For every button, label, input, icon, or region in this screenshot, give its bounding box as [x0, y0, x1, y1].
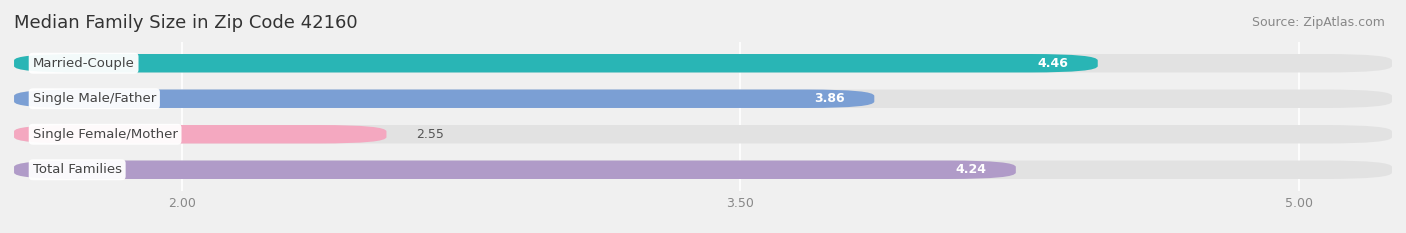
FancyBboxPatch shape: [14, 125, 1392, 144]
FancyBboxPatch shape: [14, 125, 387, 144]
FancyBboxPatch shape: [14, 54, 1098, 72]
Text: Single Male/Father: Single Male/Father: [32, 92, 156, 105]
Text: 2.55: 2.55: [416, 128, 444, 141]
Text: 4.24: 4.24: [955, 163, 986, 176]
Text: Source: ZipAtlas.com: Source: ZipAtlas.com: [1251, 16, 1385, 29]
FancyBboxPatch shape: [14, 161, 1015, 179]
FancyBboxPatch shape: [14, 161, 1392, 179]
Text: 4.46: 4.46: [1038, 57, 1069, 70]
Text: Married-Couple: Married-Couple: [32, 57, 135, 70]
Text: Single Female/Mother: Single Female/Mother: [32, 128, 177, 141]
Text: 3.86: 3.86: [814, 92, 845, 105]
FancyBboxPatch shape: [14, 89, 875, 108]
FancyBboxPatch shape: [14, 89, 1392, 108]
Text: Total Families: Total Families: [32, 163, 122, 176]
FancyBboxPatch shape: [14, 54, 1392, 72]
Text: Median Family Size in Zip Code 42160: Median Family Size in Zip Code 42160: [14, 14, 357, 32]
